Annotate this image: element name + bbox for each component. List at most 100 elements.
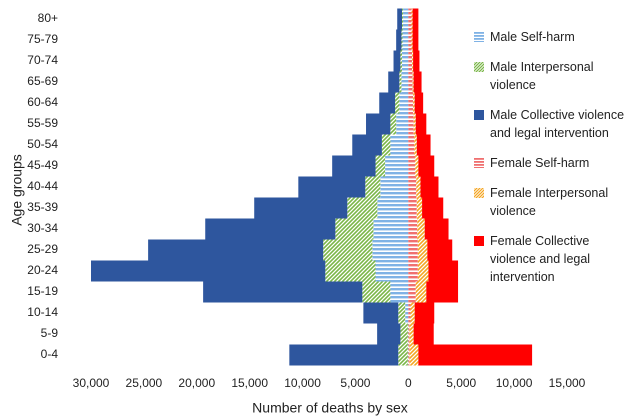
legend-label: Male Collective violence and legal inter… (490, 108, 625, 140)
legend-swatch (474, 110, 484, 120)
bar-segment (410, 302, 415, 324)
bar-segment (409, 323, 414, 345)
x-tick-label: 5,000 (340, 376, 370, 390)
bar-segment (332, 155, 376, 177)
legend-swatch-fill (474, 32, 484, 42)
legend-label: Female Interpersonal violence (490, 186, 609, 218)
bar-segment (377, 197, 409, 219)
bar-segment (400, 323, 408, 345)
bar-segment (408, 113, 414, 135)
bar-segment (381, 134, 391, 156)
x-tick-label: 5,000 (446, 376, 476, 390)
bar-segment (390, 113, 397, 135)
bar-segment (408, 323, 410, 345)
bar-segment (426, 281, 459, 303)
bar-segment (408, 50, 413, 72)
x-tick-label: 0 (405, 376, 412, 390)
legend-swatch (474, 188, 484, 198)
bar-segment (418, 344, 533, 366)
legend-item: Male Self-harm (474, 28, 630, 46)
bar-segment (397, 8, 402, 30)
bar-segment (298, 176, 366, 198)
bar-segment (323, 239, 373, 261)
bar-segment (352, 134, 382, 156)
x-tick-label: 10,000 (284, 376, 321, 390)
bar-segment (254, 197, 348, 219)
bar-segment (385, 155, 409, 177)
y-tick-label: 80+ (38, 11, 58, 25)
legend-item: Male Collective violence and legal inter… (474, 106, 630, 142)
x-tick-label: 15,000 (549, 376, 586, 390)
legend-item: Female Collective violence and legal int… (474, 232, 630, 286)
legend-label: Female Self-harm (490, 156, 590, 170)
y-tick-label: 25-29 (27, 242, 58, 256)
y-tick-label: 0-4 (41, 347, 59, 361)
bar-segment (416, 134, 431, 156)
bar-segment (414, 92, 424, 114)
bar-segment (424, 218, 449, 240)
bar-segment (395, 92, 400, 114)
bar-segment (401, 50, 409, 72)
bar-segment (416, 176, 421, 198)
x-tick-label: 30,000 (73, 376, 110, 390)
legend-item: Female Self-harm (474, 154, 630, 172)
bar-segment (289, 344, 399, 366)
bar-segment (420, 176, 439, 198)
bar-segment (408, 134, 415, 156)
bar-segment (362, 281, 391, 303)
legend-swatch (474, 62, 484, 72)
bar-segment (417, 239, 428, 261)
bar-segment (363, 302, 399, 324)
bar-segment (335, 218, 374, 240)
bar-segment (408, 8, 412, 30)
bar-segment (422, 197, 444, 219)
bar-segment (414, 302, 435, 324)
bar-segment (413, 50, 420, 72)
bar-segment (373, 218, 409, 240)
bar-segment (401, 71, 409, 93)
bar-segment (401, 8, 404, 30)
bar-segment (413, 113, 416, 135)
bar-segment (91, 260, 326, 282)
bar-segment (380, 176, 409, 198)
y-tick-label: 15-19 (27, 284, 58, 298)
bar-segment (415, 155, 419, 177)
y-tick-label: 20-24 (27, 263, 58, 277)
bar-segment (408, 176, 417, 198)
x-tick-label: 25,000 (126, 376, 163, 390)
legend-item: Male Interpersonal violence (474, 58, 630, 94)
bar-segment (365, 176, 381, 198)
bar-segment (398, 344, 408, 366)
bar-segment (408, 197, 417, 219)
bar-segment (407, 323, 409, 345)
legend-swatch-fill (474, 62, 484, 72)
legend-swatch-fill (474, 110, 484, 120)
bar-segment (390, 134, 409, 156)
legend-swatch-fill (474, 188, 484, 198)
bar-segment (409, 344, 419, 366)
bar-segment (396, 113, 409, 135)
bar-segment (405, 302, 409, 324)
legend-swatch-fill (474, 158, 484, 168)
y-tick-label: 30-34 (27, 221, 58, 235)
y-axis-title: Age groups (9, 154, 25, 226)
bar-segment (398, 302, 406, 324)
bar-segment (411, 8, 413, 30)
bar-segment (408, 239, 418, 261)
legend-item: Female Interpersonal violence (474, 184, 630, 220)
bar-segment (399, 92, 409, 114)
y-tick-label: 70-74 (27, 53, 58, 67)
bar-segment (401, 29, 403, 51)
bar-segment (148, 239, 324, 261)
legend-swatch (474, 236, 484, 246)
x-tick-label: 15,000 (231, 376, 268, 390)
y-tick-label: 10-14 (27, 305, 58, 319)
bar-segment (412, 8, 419, 30)
bar-segment (388, 71, 400, 93)
bar-segment (408, 260, 418, 282)
bar-segment (408, 218, 418, 240)
bar-segment (399, 71, 402, 93)
bar-segment (408, 155, 416, 177)
bar-segment (418, 155, 435, 177)
